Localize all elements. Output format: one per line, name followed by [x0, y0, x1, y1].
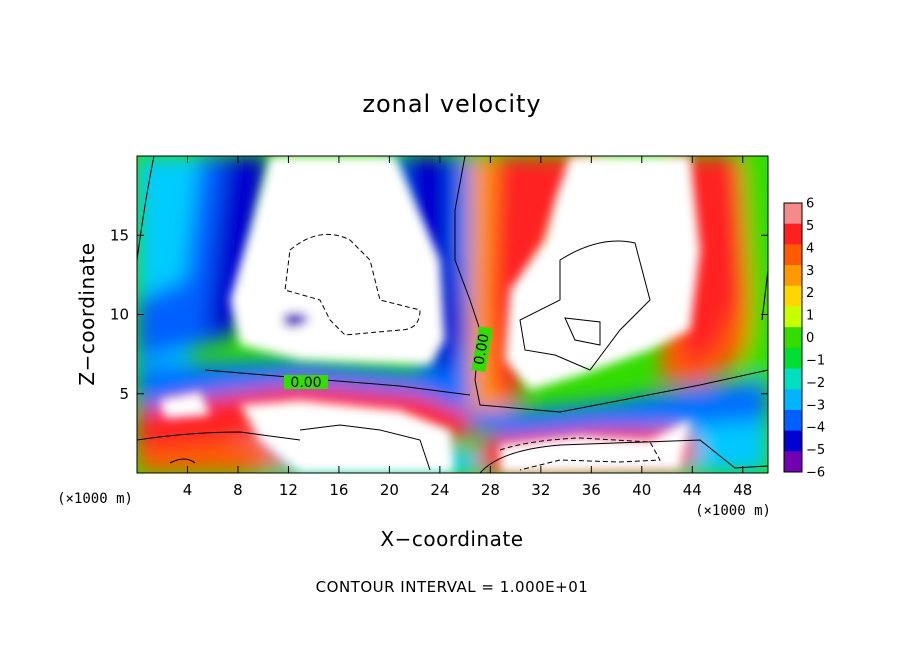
x-unit-label-left: (×1000 m): [57, 491, 133, 507]
colorbar-tick-label: −3: [806, 398, 825, 413]
colorbar-swatch: [784, 327, 802, 349]
colorbar-tick-label: 3: [806, 264, 814, 279]
colorbar-swatch: [784, 409, 802, 432]
x-tick-label: 12: [279, 481, 298, 499]
colorbar-swatch: [784, 285, 802, 307]
x-axis-ticks: 4 8 12 16 20 24 28 32 36 40 44 48: [183, 156, 752, 499]
dashed-contours: [284, 233, 661, 471]
colorbar-tick-label: 2: [806, 286, 814, 301]
colorbar-swatch: [784, 203, 802, 225]
chart-title: zonal velocity: [362, 90, 541, 118]
y-tick-label: 5: [119, 385, 129, 403]
x-tick-label: 4: [183, 481, 193, 499]
colorbar: 6 5 4 3 2 1 0 −1 −2 −3 −4 −5 −6: [783, 197, 825, 481]
x-axis-label: X−coordinate: [380, 527, 523, 551]
y-axis-label: Z−coordinate: [75, 242, 99, 385]
colorbar-tick-label: 0: [806, 331, 814, 346]
contour-labels: 0.00 0.00: [284, 326, 493, 391]
colorbar-swatch: [784, 389, 802, 411]
x-tick-label: 40: [632, 481, 651, 499]
colorbar-tick-label: −4: [806, 421, 825, 436]
x-tick-label: 20: [380, 481, 399, 499]
colorbar-tick-label: 1: [806, 309, 814, 324]
x-tick-label: 28: [481, 481, 500, 499]
colorbar-swatch: [784, 451, 802, 473]
colorbar-swatch: [784, 430, 802, 452]
x-tick-label: 44: [683, 481, 702, 499]
y-tick-label: 15: [110, 226, 129, 244]
contour-label: 0.00: [471, 333, 492, 366]
colorbar-tick-label: 6: [806, 197, 814, 212]
contour-interval-footer: CONTOUR INTERVAL = 1.000E+01: [316, 578, 589, 596]
y-axis-ticks: 5 10 15: [110, 226, 768, 403]
x-tick-label: 48: [733, 481, 752, 499]
colorbar-swatch: [784, 223, 802, 245]
x-tick-label: 32: [531, 481, 550, 499]
contour-label: 0.00: [290, 375, 321, 391]
colorbar-swatch: [784, 265, 802, 287]
colorbar-swatch: [784, 306, 802, 328]
y-tick-label: 10: [110, 306, 129, 324]
colorbar-swatch: [784, 244, 802, 266]
colorbar-tick-label: −1: [806, 353, 825, 368]
colorbar-tick-label: −6: [806, 466, 825, 481]
colorbar-tick-label: 4: [806, 241, 814, 256]
heatmap-field: [137, 156, 768, 473]
x-tick-label: 36: [582, 481, 601, 499]
colorbar-frame: [783, 202, 803, 473]
x-tick-label: 16: [329, 481, 348, 499]
x-tick-label: 24: [430, 481, 449, 499]
colorbar-swatch: [784, 347, 802, 370]
colorbar-tick-label: −5: [806, 443, 825, 458]
x-unit-label-right: (×1000 m): [695, 503, 771, 519]
x-tick-label: 8: [233, 481, 243, 499]
colorbar-tick-label: −2: [806, 376, 825, 391]
colorbar-swatch: [784, 368, 802, 390]
colorbar-tick-label: 5: [806, 219, 814, 234]
